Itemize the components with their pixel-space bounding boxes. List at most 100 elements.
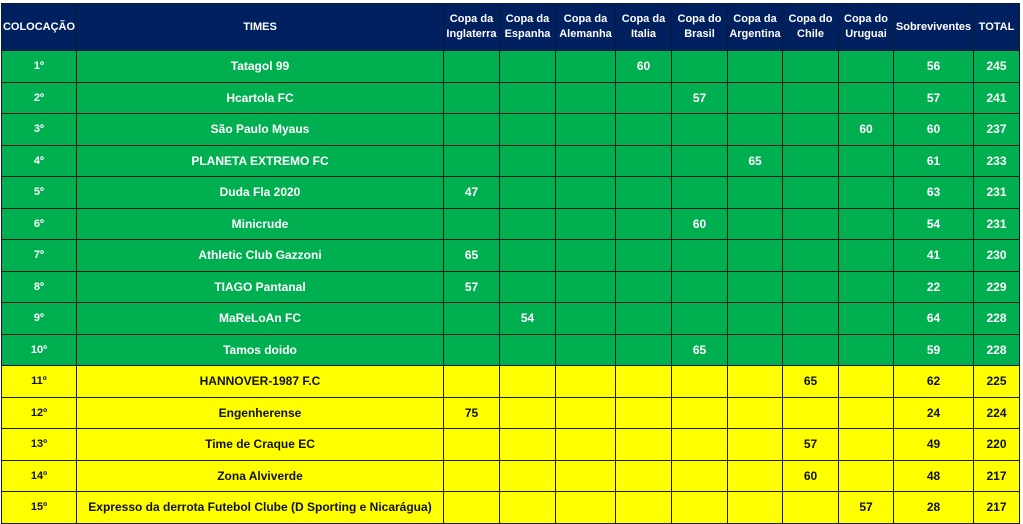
cup-score-cell	[443, 302, 500, 335]
cup-score-cell	[499, 50, 556, 83]
cup-score-cell	[838, 50, 894, 83]
survivors-cell: 28	[893, 491, 974, 524]
cup-score-cell	[555, 144, 616, 177]
position-cell: 14º	[1, 459, 77, 492]
cup-score-cell	[555, 207, 616, 240]
cup-score-cell	[671, 270, 728, 303]
cup-score-cell	[782, 491, 839, 524]
total-cell: 230	[973, 239, 1020, 272]
survivors-cell: 54	[893, 207, 974, 240]
cup-score-cell	[499, 207, 556, 240]
header-sobreviventes: Sobreviventes	[893, 3, 974, 51]
cup-score-cell	[727, 207, 783, 240]
header-copa-argentina: Copa da Argentina	[727, 3, 783, 51]
cup-score-cell	[727, 491, 783, 524]
cup-score-cell: 60	[838, 113, 894, 146]
table-row: 13º Time de Craque EC 57 49 220	[1, 428, 1020, 461]
table-row: 8º TIAGO Pantanal 57 22 229	[1, 270, 1020, 303]
table-row: 14º Zona Alviverde 60 48 217	[1, 459, 1020, 492]
survivors-cell: 49	[893, 428, 974, 461]
cup-score-cell	[838, 270, 894, 303]
total-cell: 241	[973, 81, 1020, 114]
table-row: 11º HANNOVER-1987 F.C 65 62 225	[1, 365, 1020, 398]
cup-score-cell	[671, 365, 728, 398]
cup-score-cell	[443, 144, 500, 177]
survivors-cell: 22	[893, 270, 974, 303]
cup-score-cell: 75	[443, 396, 500, 429]
survivors-cell: 56	[893, 50, 974, 83]
cup-score-cell	[671, 50, 728, 83]
header-copa-brasil: Copa do Brasil	[671, 3, 728, 51]
cup-score-cell	[727, 302, 783, 335]
cup-score-cell	[615, 207, 672, 240]
total-cell: 228	[973, 302, 1020, 335]
survivors-cell: 60	[893, 113, 974, 146]
cup-score-cell	[782, 270, 839, 303]
cup-score-cell	[499, 491, 556, 524]
cup-score-cell	[671, 428, 728, 461]
position-cell: 5º	[1, 176, 77, 209]
cup-score-cell	[838, 176, 894, 209]
position-cell: 13º	[1, 428, 77, 461]
cup-score-cell	[671, 113, 728, 146]
cup-score-cell: 60	[615, 50, 672, 83]
cup-score-cell: 54	[499, 302, 556, 335]
cup-score-cell	[782, 207, 839, 240]
total-cell: 231	[973, 176, 1020, 209]
cup-score-cell	[615, 333, 672, 366]
cup-score-cell	[555, 459, 616, 492]
total-cell: 245	[973, 50, 1020, 83]
cup-score-cell	[838, 365, 894, 398]
cup-score-cell	[615, 239, 672, 272]
survivors-cell: 61	[893, 144, 974, 177]
table-row: 12º Engenherense 75 24 224	[1, 396, 1020, 429]
header-total: TOTAL	[973, 3, 1020, 51]
cup-score-cell	[499, 396, 556, 429]
position-cell: 10º	[1, 333, 77, 366]
team-name-cell: Hcartola FC	[76, 81, 444, 114]
cup-score-cell	[838, 302, 894, 335]
cup-score-cell	[782, 396, 839, 429]
position-cell: 15º	[1, 491, 77, 524]
team-name-cell: Tamos doido	[76, 333, 444, 366]
cup-score-cell	[555, 50, 616, 83]
cup-score-cell: 47	[443, 176, 500, 209]
header-copa-alemanha: Copa da Alemanha	[555, 3, 616, 51]
position-cell: 11º	[1, 365, 77, 398]
table-row: 15º Expresso da derrota Futebol Clube (D …	[1, 491, 1020, 524]
cup-score-cell	[443, 113, 500, 146]
cup-score-cell: 60	[671, 207, 728, 240]
total-cell: 224	[973, 396, 1020, 429]
cup-score-cell: 57	[838, 491, 894, 524]
cup-score-cell	[727, 113, 783, 146]
cup-score-cell	[499, 176, 556, 209]
cup-score-cell	[443, 491, 500, 524]
standings-table: COLOCAÇÃO TIMES Copa da Inglaterra Copa da …	[1, 3, 1020, 524]
table-row: 4º PLANETA EXTREMO FC 65 61 233	[1, 144, 1020, 177]
cup-score-cell	[615, 144, 672, 177]
cup-score-cell	[727, 396, 783, 429]
team-name-cell: Zona Alviverde	[76, 459, 444, 492]
cup-score-cell	[727, 333, 783, 366]
cup-score-cell	[555, 176, 616, 209]
cup-score-cell	[727, 176, 783, 209]
cup-score-cell: 60	[782, 459, 839, 492]
cup-score-cell	[499, 81, 556, 114]
cup-score-cell	[443, 428, 500, 461]
cup-score-cell	[499, 113, 556, 146]
cup-score-cell	[671, 396, 728, 429]
cup-score-cell	[782, 144, 839, 177]
team-name-cell: Expresso da derrota Futebol Clube (D Spo…	[76, 491, 444, 524]
survivors-cell: 62	[893, 365, 974, 398]
cup-score-cell: 57	[782, 428, 839, 461]
cup-score-cell	[727, 365, 783, 398]
cup-score-cell	[555, 428, 616, 461]
cup-score-cell: 65	[671, 333, 728, 366]
cup-score-cell	[555, 113, 616, 146]
cup-score-cell	[615, 365, 672, 398]
cup-score-cell	[727, 428, 783, 461]
team-name-cell: HANNOVER-1987 F.C	[76, 365, 444, 398]
position-cell: 8º	[1, 270, 77, 303]
cup-score-cell	[443, 333, 500, 366]
cup-score-cell	[443, 207, 500, 240]
